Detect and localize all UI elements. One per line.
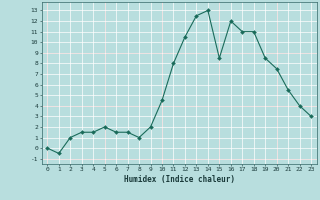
X-axis label: Humidex (Indice chaleur): Humidex (Indice chaleur)	[124, 175, 235, 184]
